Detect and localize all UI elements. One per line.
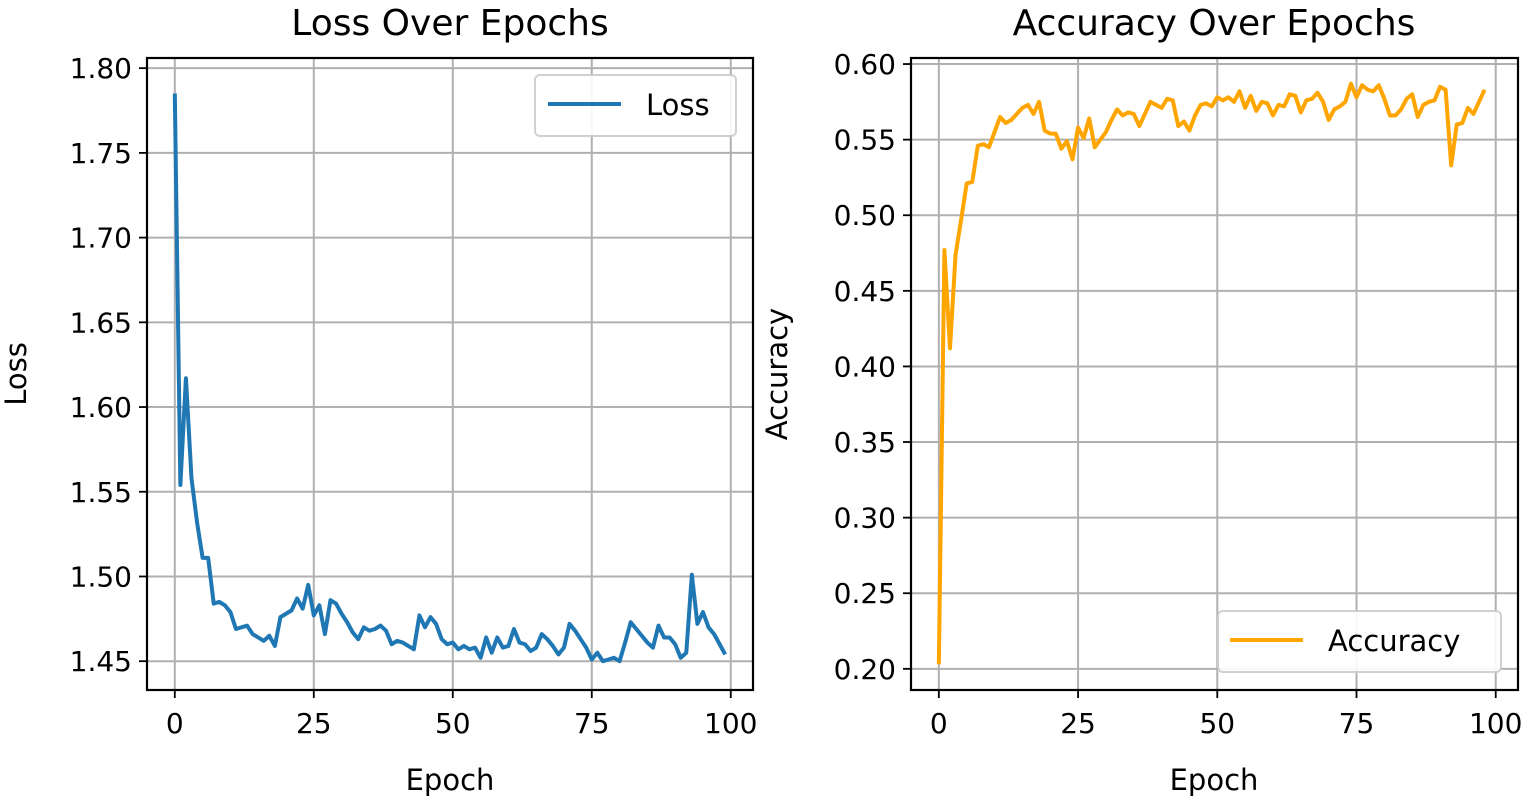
loss-chart-title: Loss Over Epochs <box>291 3 608 44</box>
accuracy-legend: Accuracy <box>1217 610 1502 673</box>
loss-legend-box <box>534 74 737 137</box>
accuracy-y-tick-label: 0.25 <box>834 577 896 610</box>
accuracy-x-axis-label: Epoch <box>1170 763 1259 797</box>
accuracy-chart: 0 25 50 75 100 0.20 0.25 0.30 0.35 0.40 0.45 0.50 0.… <box>760 3 1522 797</box>
accuracy-y-axis-label: Accuracy <box>760 308 794 440</box>
loss-x-tick-label: 75 <box>574 707 610 740</box>
accuracy-y-tick-label: 0.50 <box>834 199 896 232</box>
loss-y-tick-label: 1.65 <box>70 306 132 339</box>
accuracy-x-tick-label: 75 <box>1339 707 1375 740</box>
accuracy-chart-title: Accuracy Over Epochs <box>1013 3 1416 44</box>
accuracy-y-tick-label: 0.40 <box>834 350 896 383</box>
loss-x-tick-label: 0 <box>166 707 184 740</box>
accuracy-x-tick-label: 100 <box>1469 707 1522 740</box>
loss-ticks: 0 25 50 75 100 1.45 1.50 1.55 1.60 1.65 1.70 1.75 1.… <box>70 52 758 740</box>
accuracy-grid <box>911 58 1518 690</box>
loss-y-tick-label: 1.70 <box>70 222 132 255</box>
accuracy-y-tick-label: 0.30 <box>834 502 896 535</box>
accuracy-legend-box <box>1217 610 1502 673</box>
accuracy-y-tick-label: 0.45 <box>834 275 896 308</box>
loss-plot-frame <box>145 56 755 692</box>
accuracy-legend-label: Accuracy <box>1328 624 1460 658</box>
accuracy-plot-frame <box>909 56 1520 692</box>
loss-y-tick-label: 1.50 <box>70 560 132 593</box>
loss-x-axis-label: Epoch <box>406 763 495 797</box>
accuracy-y-tick-label: 0.60 <box>834 48 896 81</box>
loss-y-axis-label: Loss <box>0 342 33 406</box>
accuracy-x-tick-label: 50 <box>1199 707 1235 740</box>
accuracy-line <box>936 81 1487 665</box>
accuracy-y-tick-label: 0.20 <box>834 653 896 686</box>
accuracy-ticks: 0 25 50 75 100 0.20 0.25 0.30 0.35 0.40 0.45 0.50 0.… <box>834 48 1523 740</box>
accuracy-x-tick-label: 0 <box>930 707 948 740</box>
loss-y-tick-label: 1.60 <box>70 391 132 424</box>
loss-x-tick-label: 25 <box>296 707 332 740</box>
loss-grid <box>147 58 753 690</box>
loss-chart: 0 25 50 75 100 1.45 1.50 1.55 1.60 1.65 1.70 1.75 1.… <box>0 3 757 797</box>
loss-x-tick-label: 50 <box>435 707 471 740</box>
loss-line <box>172 93 727 664</box>
loss-y-tick-label: 1.55 <box>70 476 132 509</box>
accuracy-y-tick-label: 0.35 <box>834 426 896 459</box>
loss-legend-label: Loss <box>646 88 710 122</box>
loss-legend: Loss <box>534 74 737 137</box>
loss-y-tick-label: 1.45 <box>70 645 132 678</box>
loss-x-tick-label: 100 <box>704 707 757 740</box>
loss-y-tick-label: 1.80 <box>70 52 132 85</box>
accuracy-x-tick-label: 25 <box>1060 707 1096 740</box>
loss-y-tick-label: 1.75 <box>70 137 132 170</box>
accuracy-y-tick-label: 0.55 <box>834 124 896 157</box>
